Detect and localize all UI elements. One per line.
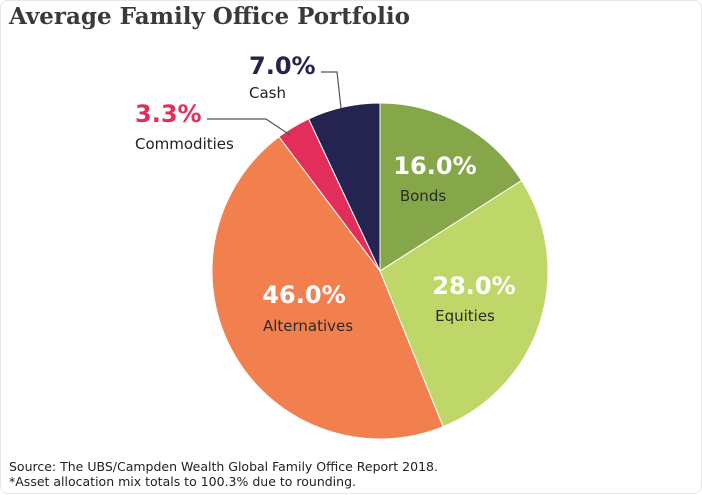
pie-slice-bonds bbox=[379, 102, 523, 272]
slice-labels: 16.0% Bonds 28.0% Equities 46.0% Alternatives… bbox=[135, 52, 516, 335]
slice-category-label-cash: Cash bbox=[249, 84, 286, 102]
slice-category-label-bonds: Bonds bbox=[400, 187, 446, 205]
slice-value-label-equities: 28.0% bbox=[432, 272, 515, 300]
leader-lines bbox=[207, 71, 342, 136]
slice-category-label-commodities: Commodities bbox=[135, 135, 234, 153]
slice-value-label-commodities: 3.3% bbox=[135, 100, 202, 128]
pie-slice-cash bbox=[308, 102, 381, 272]
slice-value-label-bonds: 16.0% bbox=[393, 152, 476, 180]
source-note: Source: The UBS/Campden Wealth Global Fa… bbox=[9, 459, 438, 474]
pie-slice-alternatives bbox=[211, 136, 444, 440]
rounding-note: *Asset allocation mix totals to 100.3% d… bbox=[9, 474, 356, 489]
slice-value-label-cash: 7.0% bbox=[249, 52, 316, 80]
chart-title: Average Family Office Portfolio bbox=[9, 3, 410, 30]
leader-line-cash bbox=[321, 71, 342, 109]
slice-category-label-equities: Equities bbox=[435, 307, 495, 325]
leader-line-commodities bbox=[207, 118, 291, 136]
slice-category-label-alternatives: Alternatives bbox=[263, 317, 353, 335]
slice-value-label-alternatives: 46.0% bbox=[262, 281, 345, 309]
pie-slices bbox=[211, 102, 549, 440]
pie-slice-equities bbox=[379, 179, 549, 428]
